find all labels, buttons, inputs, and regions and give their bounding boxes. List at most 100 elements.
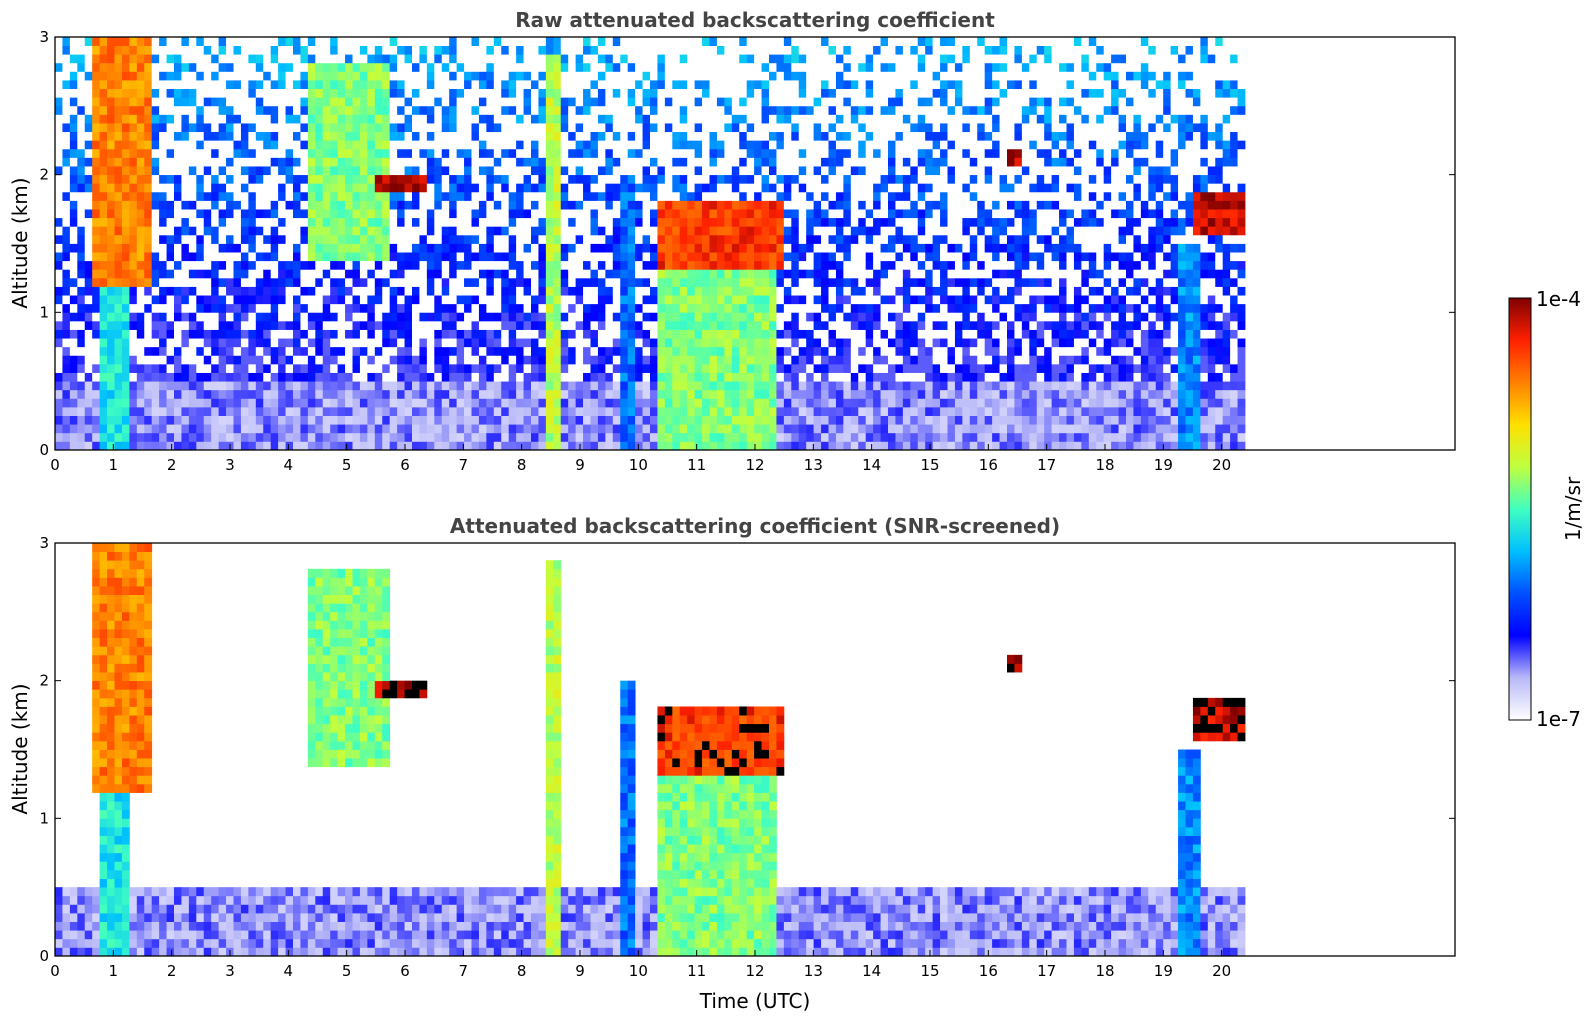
heatmap-cell: [553, 191, 562, 201]
heatmap-cell: [650, 123, 658, 133]
heatmap-cell: [456, 157, 465, 167]
heatmap-cell: [575, 243, 584, 253]
heatmap-cell: [270, 166, 279, 176]
heatmap-cell: [248, 320, 257, 330]
heatmap-cell: [642, 243, 651, 253]
heatmap-cell: [627, 424, 636, 434]
heatmap-cell: [501, 62, 510, 72]
heatmap-cell: [501, 148, 510, 158]
heatmap-cell: [55, 355, 63, 365]
heatmap-cell: [731, 406, 740, 416]
heatmap-cell: [397, 398, 405, 408]
heatmap-cell: [716, 338, 725, 348]
heatmap-cell: [508, 312, 517, 322]
heatmap-cell: [404, 295, 413, 305]
heatmap-cell: [731, 209, 740, 219]
heatmap-cell: [523, 174, 532, 184]
heatmap-cell: [821, 363, 829, 373]
heatmap-cell: [300, 226, 309, 236]
heatmap-cell: [92, 329, 101, 339]
heatmap-cell: [545, 338, 554, 348]
heatmap-cell: [783, 424, 792, 434]
heatmap-cell: [590, 295, 599, 305]
heatmap-cell: [240, 114, 249, 124]
heatmap-cell: [449, 234, 458, 244]
heatmap-cell: [159, 226, 167, 236]
heatmap-cell: [478, 148, 487, 158]
heatmap-cell: [159, 71, 167, 81]
heatmap-cell: [352, 372, 361, 382]
heatmap-cell: [724, 303, 733, 313]
heatmap-cell: [627, 252, 636, 262]
heatmap-cell: [426, 389, 435, 399]
heatmap-cell: [694, 269, 703, 279]
heatmap-cell: [382, 183, 391, 193]
heatmap-cell: [739, 226, 748, 236]
heatmap-cell: [300, 424, 309, 434]
heatmap-cell: [255, 123, 264, 133]
heatmap-cell: [233, 217, 242, 227]
heatmap-cell: [739, 45, 748, 55]
heatmap-cell: [255, 217, 264, 227]
heatmap-cell: [769, 312, 777, 322]
heatmap-cell: [322, 424, 331, 434]
heatmap-cell: [553, 286, 562, 296]
heatmap-cell: [553, 157, 562, 167]
heatmap-cell: [597, 191, 606, 201]
heatmap-cell: [716, 105, 725, 115]
heatmap-cell: [493, 226, 502, 236]
heatmap-cell: [679, 45, 688, 55]
heatmap-cell: [523, 415, 532, 425]
heatmap-cell: [761, 269, 770, 279]
heatmap-cell: [791, 441, 800, 451]
heatmap-cell: [464, 200, 472, 210]
heatmap-cell: [501, 424, 510, 434]
heatmap-cell: [263, 389, 272, 399]
heatmap-cell: [404, 338, 413, 348]
heatmap-cell: [136, 200, 145, 210]
heatmap-cell: [315, 355, 324, 365]
heatmap-cell: [575, 88, 584, 98]
heatmap-cell: [278, 303, 286, 313]
heatmap-cell: [218, 424, 227, 434]
heatmap-cell: [419, 295, 428, 305]
heatmap-cell: [672, 105, 681, 115]
heatmap-cell: [367, 209, 376, 219]
heatmap-cell: [196, 200, 205, 210]
heatmap-cell: [806, 277, 815, 287]
heatmap-cell: [679, 226, 688, 236]
heatmap-cell: [783, 88, 792, 98]
heatmap-cell: [263, 183, 272, 193]
heatmap-cell: [434, 45, 443, 55]
heatmap-cell: [151, 191, 160, 201]
heatmap-cell: [374, 105, 383, 115]
heatmap-cell: [583, 37, 591, 46]
heatmap-cell: [590, 329, 599, 339]
heatmap-cell: [657, 389, 666, 399]
heatmap-cell: [174, 372, 182, 382]
heatmap-cell: [434, 286, 443, 296]
heatmap-cell: [55, 37, 63, 46]
heatmap-cell: [107, 105, 115, 115]
heatmap-cell: [516, 398, 524, 408]
heatmap-cell: [813, 372, 822, 382]
heatmap-cell: [330, 381, 339, 391]
heatmap-cell: [806, 381, 815, 391]
heatmap-cell: [144, 191, 153, 201]
heatmap-cell: [330, 329, 339, 339]
heatmap-cell: [471, 363, 480, 373]
heatmap-cell: [337, 45, 346, 55]
heatmap-cell: [508, 123, 517, 133]
heatmap-cell: [359, 114, 368, 124]
heatmap-cell: [345, 355, 353, 365]
heatmap-cell: [597, 277, 606, 287]
heatmap-cell: [166, 329, 175, 339]
heatmap-cell: [315, 243, 324, 253]
heatmap-cell: [538, 157, 547, 167]
heatmap-cell: [211, 200, 220, 210]
heatmap-cell: [389, 97, 398, 107]
heatmap-cell: [672, 432, 681, 442]
heatmap-cell: [174, 277, 182, 287]
heatmap-cell: [597, 226, 606, 236]
heatmap-cell: [69, 320, 78, 330]
